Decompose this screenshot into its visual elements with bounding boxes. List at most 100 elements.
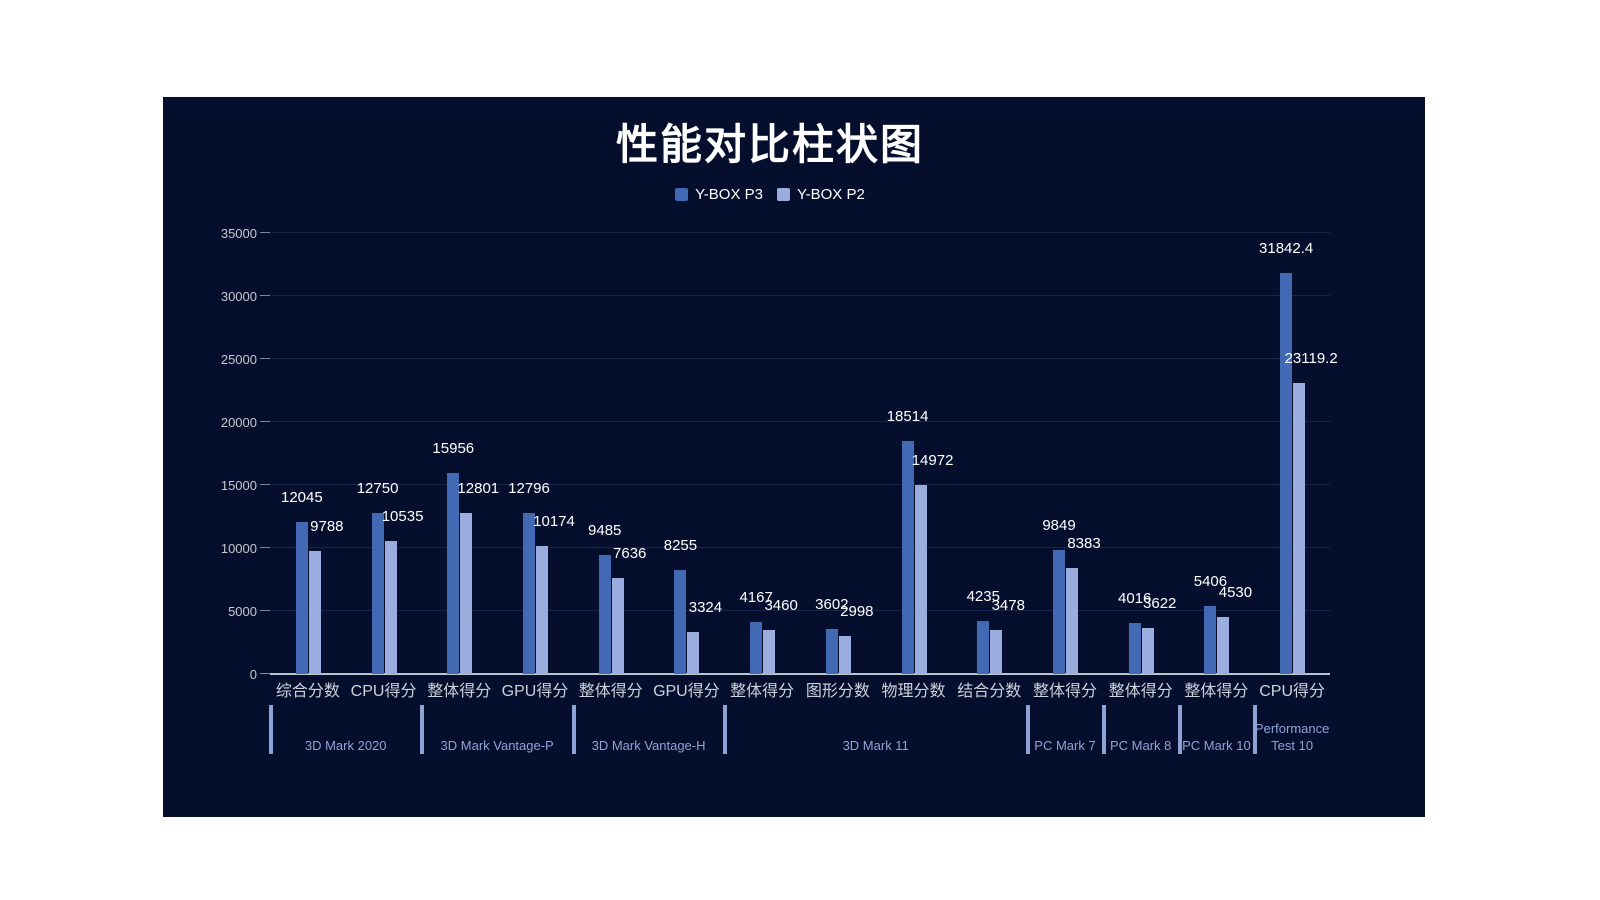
- category-label-1: CPU得分: [350, 683, 417, 700]
- group-divider-2: [571, 705, 576, 754]
- category-label-0: 综合分数: [275, 683, 340, 700]
- category-label-7: 图形分数: [805, 683, 870, 700]
- category-label-3: GPU得分: [501, 683, 569, 700]
- bar-p2-6[interactable]: [763, 630, 776, 674]
- category-label-13: CPU得分: [1259, 683, 1326, 700]
- category-label-9: 结合分数: [957, 683, 1022, 700]
- y-axis-tick-15000: [260, 484, 270, 485]
- category-label-5: GPU得分: [653, 683, 720, 700]
- y-axis-tick-0: [260, 673, 270, 674]
- group-divider-5: [1101, 705, 1106, 754]
- y-axis-label-0: 0: [249, 667, 257, 682]
- gridline-30000: [270, 295, 1330, 296]
- value-label-p2-5: 3324: [688, 599, 723, 617]
- y-axis-tick-10000: [260, 547, 270, 548]
- bar-p3-0[interactable]: [295, 522, 308, 674]
- bar-p3-6[interactable]: [750, 621, 763, 674]
- value-label-p2-11: 3622: [1143, 595, 1177, 613]
- group-divider-3: [723, 705, 728, 754]
- y-axis-tick-30000: [260, 295, 270, 296]
- value-label-p3-11: 4016: [1118, 590, 1152, 608]
- gridline-10000: [270, 547, 1330, 548]
- value-label-p3-6: 4167: [739, 588, 773, 606]
- value-label-p2-7: 2998: [840, 603, 874, 621]
- bar-p2-12[interactable]: [1217, 616, 1230, 674]
- bar-p3-4[interactable]: [598, 554, 611, 674]
- legend-item-ybox-p2[interactable]: Y-BOX P2: [777, 186, 865, 203]
- bar-p3-1[interactable]: [371, 513, 384, 674]
- category-label-6: 整体得分: [730, 683, 795, 700]
- bar-p2-10[interactable]: [1066, 568, 1078, 674]
- category-label-8: 物理分数: [881, 683, 946, 700]
- value-label-p2-6: 3460: [764, 597, 798, 615]
- value-label-p3-12: 5406: [1193, 572, 1228, 590]
- bar-p2-0[interactable]: [308, 550, 321, 674]
- bar-p2-8[interactable]: [914, 485, 927, 674]
- bar-p3-10[interactable]: [1053, 549, 1065, 674]
- group-label-3: 3D Mark 11: [842, 738, 909, 754]
- legend-swatch-p2-icon: [777, 188, 790, 201]
- bar-p2-11[interactable]: [1141, 628, 1154, 674]
- bar-p3-13[interactable]: [1280, 272, 1293, 674]
- value-label-p3-5: 8255: [663, 537, 698, 554]
- value-label-p2-13: 23119.2: [1284, 349, 1338, 367]
- y-axis-label-15000: 15000: [220, 478, 257, 493]
- bar-p3-5[interactable]: [674, 570, 687, 674]
- legend-swatch-p3-icon: [675, 188, 689, 201]
- bar-p2-4[interactable]: [611, 577, 624, 674]
- bar-p2-3[interactable]: [536, 545, 548, 674]
- value-label-p3-10: 9849: [1042, 516, 1076, 534]
- value-label-p3-8: 18514: [886, 407, 929, 425]
- value-label-p2-9: 3478: [991, 597, 1025, 615]
- value-label-p2-8: 14972: [911, 452, 954, 470]
- y-axis-tick-20000: [260, 421, 270, 422]
- value-label-p2-1: 10535: [381, 508, 424, 526]
- bar-p3-9[interactable]: [977, 620, 990, 674]
- bar-p2-9[interactable]: [990, 630, 1003, 674]
- value-label-p3-2: 15956: [432, 439, 475, 457]
- bar-p3-11[interactable]: [1128, 623, 1141, 674]
- group-label-5: PC Mark 8: [1109, 738, 1172, 754]
- bar-p3-3[interactable]: [523, 512, 535, 674]
- category-label-11: 整体得分: [1108, 683, 1173, 700]
- y-axis-label-20000: 20000: [220, 415, 257, 430]
- legend-label-p3: Y-BOX P3: [695, 186, 763, 203]
- y-axis-tick-35000: [260, 232, 270, 233]
- bar-p2-2[interactable]: [460, 512, 473, 674]
- group-label-7: Performance Test 10: [1254, 720, 1330, 754]
- category-label-4: 整体得分: [578, 683, 643, 700]
- chart-panel: 性能对比柱状图 Y-BOX P3 Y-BOX P2 0 5000 10000 1500…: [163, 97, 1425, 817]
- group-divider-1: [420, 705, 425, 754]
- legend-item-ybox-p3[interactable]: Y-BOX P3: [675, 186, 763, 203]
- y-axis-label-30000: 30000: [220, 289, 257, 304]
- y-axis-tick-5000: [260, 610, 270, 611]
- group-divider-7: [1253, 705, 1258, 754]
- bar-p2-13[interactable]: [1293, 382, 1306, 674]
- group-label-6: PC Mark 10: [1182, 738, 1251, 754]
- bar-p3-2[interactable]: [447, 472, 460, 674]
- value-label-p2-2: 12801: [457, 479, 500, 497]
- value-label-p2-12: 4530: [1218, 583, 1253, 601]
- chart-title: 性能对比柱状图: [615, 121, 924, 168]
- bar-p3-8[interactable]: [901, 440, 914, 674]
- gridline-5000: [270, 610, 1330, 611]
- group-label-1: 3D Mark Vantage-P: [440, 738, 554, 754]
- bar-p3-7[interactable]: [825, 628, 838, 674]
- value-label-p3-7: 3602: [815, 595, 849, 613]
- category-label-12: 整体得分: [1184, 683, 1249, 700]
- value-label-p2-10: 8383: [1067, 535, 1101, 553]
- bar-p2-7[interactable]: [838, 636, 851, 674]
- group-divider-4: [1026, 705, 1031, 754]
- group-label-2: 3D Mark Vantage-H: [591, 738, 706, 754]
- bar-p2-5[interactable]: [687, 632, 700, 674]
- value-label-p3-0: 12045: [280, 489, 323, 507]
- value-label-p3-3: 12796: [508, 479, 550, 497]
- gridline-25000: [270, 358, 1330, 359]
- group-label-0: 3D Mark 2020: [304, 738, 387, 754]
- x-axis-line: [270, 673, 1330, 675]
- bar-p2-1[interactable]: [384, 541, 397, 674]
- value-label-p3-4: 9485: [588, 521, 622, 539]
- bar-p3-12[interactable]: [1204, 605, 1217, 674]
- value-label-p3-9: 4235: [966, 587, 1000, 605]
- value-label-p3-13: 31842.4: [1259, 239, 1314, 257]
